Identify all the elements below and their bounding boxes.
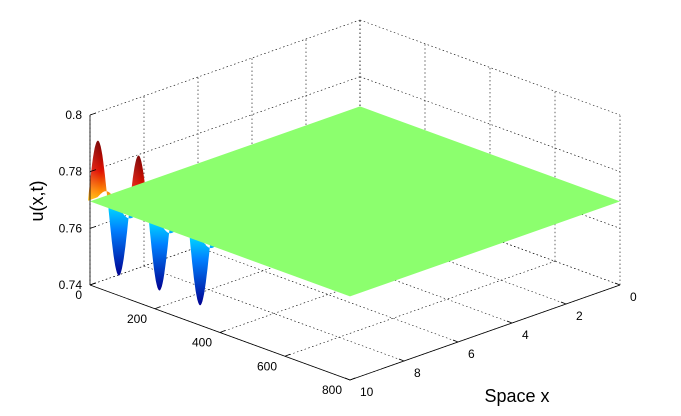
- t-tick-label: 800: [322, 383, 342, 397]
- gridline: [89, 19, 361, 116]
- t-tick-label: 0: [75, 288, 82, 302]
- x-tick: [560, 301, 567, 305]
- t-tick-label: 600: [257, 359, 277, 373]
- surface-troughs: [108, 204, 220, 306]
- x-tick-label: 2: [576, 309, 583, 323]
- x-tick-label: 8: [414, 366, 421, 380]
- x-tick-label: 0: [630, 290, 637, 304]
- flat-surface: [90, 106, 620, 297]
- x-tick: [452, 339, 459, 343]
- surface-trough: [189, 234, 220, 306]
- x-tick: [398, 358, 405, 362]
- z-tick: [89, 112, 97, 116]
- surface-plane: [90, 106, 620, 297]
- t-tick: [154, 306, 161, 310]
- tick-labels: 0.74 0.76 0.78 0.8 0 200 400 600 800 0 2 4 6 8 10: [59, 108, 637, 399]
- surface-peak-shade: [88, 140, 118, 209]
- t-tick: [219, 330, 226, 333]
- t-tick: [284, 353, 291, 357]
- x-tick-label: 4: [522, 328, 529, 342]
- t-tick-label: 200: [127, 312, 147, 326]
- surface-trough: [108, 204, 139, 276]
- x-axis-line: [349, 284, 621, 381]
- x-tick: [614, 282, 621, 286]
- surface-trough: [149, 219, 179, 291]
- x-tick-label: 10: [360, 385, 374, 399]
- x-tick-label: 6: [468, 347, 475, 361]
- z-tick-label: 0.76: [59, 221, 83, 235]
- z-tick-label: 0.74: [59, 278, 83, 292]
- x-axis-label: Space x: [484, 386, 549, 406]
- x-tick: [344, 377, 351, 381]
- z-tick-label: 0.8: [65, 108, 82, 122]
- x-tick: [506, 320, 513, 324]
- z-axis-label: u(x,t): [27, 180, 47, 221]
- z-tick-label: 0.78: [59, 165, 83, 179]
- t-tick-label: 400: [192, 336, 212, 350]
- z-tick: [89, 169, 97, 173]
- t-tick: [349, 377, 356, 381]
- t-tick: [89, 282, 96, 286]
- z-tick: [89, 225, 97, 229]
